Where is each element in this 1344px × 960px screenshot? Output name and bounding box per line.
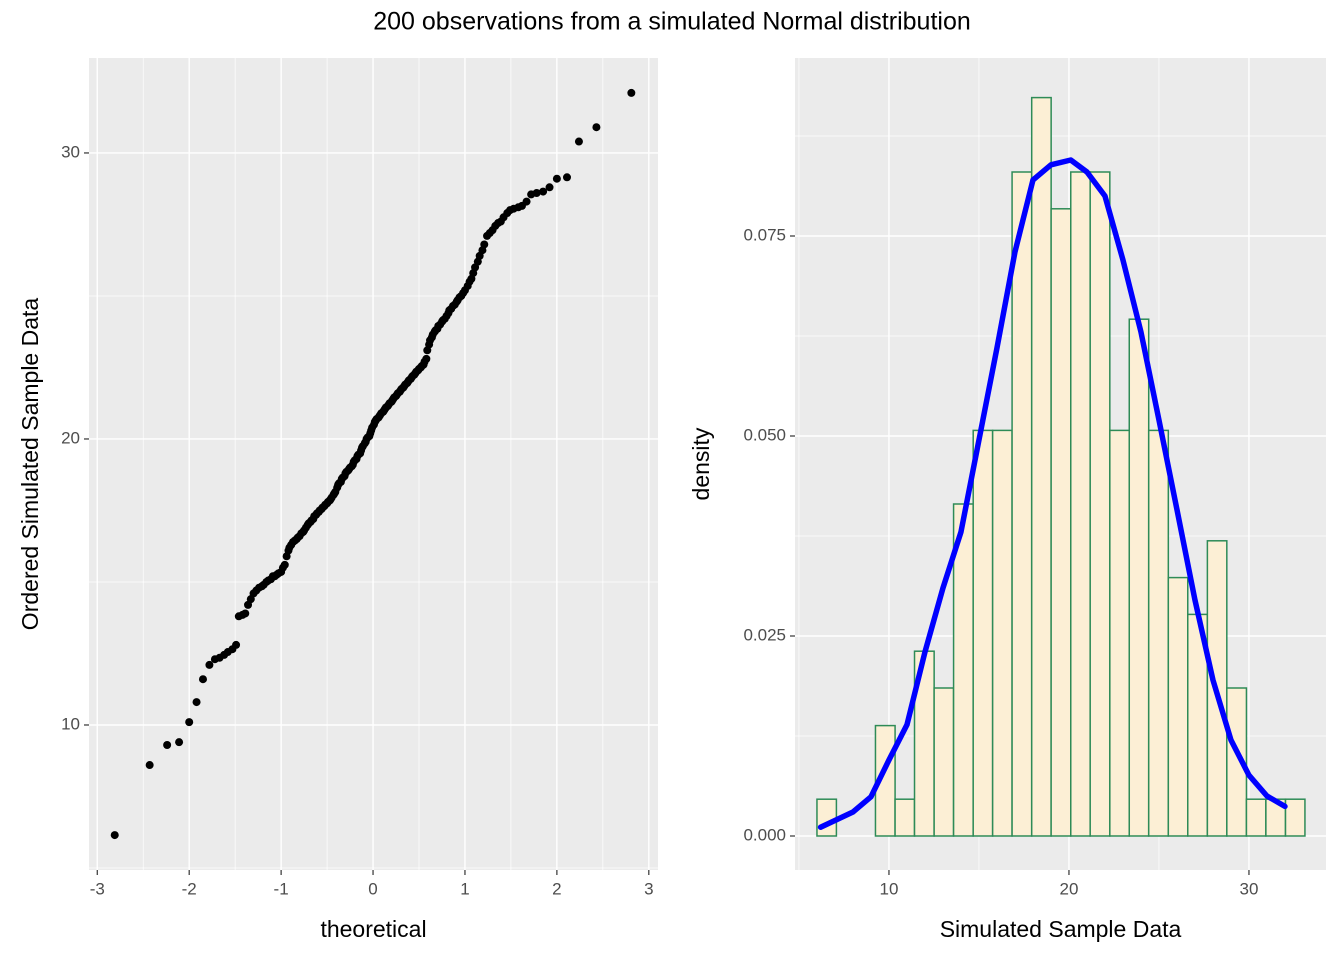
histogram-bar (894, 798, 916, 837)
point (574, 137, 583, 146)
histogram-bar (1128, 318, 1150, 837)
histogram-bar (1226, 687, 1248, 837)
point (192, 698, 201, 707)
y-tick-label: 30 (61, 142, 80, 161)
x-tick-label: 20 (1059, 879, 1078, 898)
point (185, 718, 194, 727)
point (232, 640, 241, 649)
x-tick-label: 1 (460, 879, 469, 898)
y-tick-label: 0.050 (743, 425, 786, 444)
point (110, 831, 119, 840)
y-tick-label: 10 (61, 714, 80, 733)
histogram-bar (1284, 798, 1306, 837)
point (522, 197, 531, 206)
histogram-bar (1245, 798, 1267, 837)
x-axis-title: theoretical (320, 916, 426, 942)
x-tick-label: -2 (182, 879, 197, 898)
point (280, 560, 289, 569)
point (163, 741, 172, 750)
histogram-bar (1109, 429, 1131, 837)
y-tick-label: 20 (61, 428, 80, 447)
histogram-bar (1030, 96, 1052, 837)
y-tick-label: 0.000 (743, 825, 786, 844)
point (480, 240, 489, 249)
histogram-bar (1147, 429, 1170, 837)
x-tick-label: 30 (1239, 879, 1258, 898)
y-tick-label: 0.025 (743, 625, 786, 644)
point (422, 354, 431, 363)
y-tick-label: 0.075 (743, 225, 786, 244)
point (562, 173, 571, 182)
histogram-bar (816, 798, 838, 837)
histogram-bar (1070, 171, 1091, 837)
point (205, 660, 214, 669)
x-tick-label: -3 (90, 879, 105, 898)
point (532, 188, 541, 197)
x-tick-label: -1 (274, 879, 289, 898)
point (198, 675, 207, 684)
point (539, 187, 548, 196)
histogram-bar (1167, 576, 1189, 837)
histogram-bar (1089, 171, 1111, 837)
y-axis-title: density (688, 427, 714, 500)
histogram-bar (991, 429, 1013, 837)
point (145, 761, 154, 770)
histogram-bar (1011, 171, 1033, 837)
histogram-bar (933, 687, 955, 837)
point (592, 123, 601, 132)
point (627, 88, 636, 97)
point (175, 738, 184, 747)
figure-title: 200 observations from a simulated Normal… (373, 8, 971, 36)
x-tick-label: 2 (552, 879, 561, 898)
point (241, 609, 250, 618)
x-tick-label: 0 (368, 879, 377, 898)
histogram-bar (1050, 208, 1072, 837)
x-axis-title: Simulated Sample Data (940, 916, 1182, 942)
y-axis-title: Ordered Simulated Sample Data (17, 298, 43, 631)
x-tick-label: 10 (879, 879, 898, 898)
point (552, 174, 561, 183)
histogram-bar (972, 429, 994, 837)
density-curve (817, 157, 1288, 830)
point (545, 183, 554, 192)
x-tick-label: 3 (644, 879, 653, 898)
